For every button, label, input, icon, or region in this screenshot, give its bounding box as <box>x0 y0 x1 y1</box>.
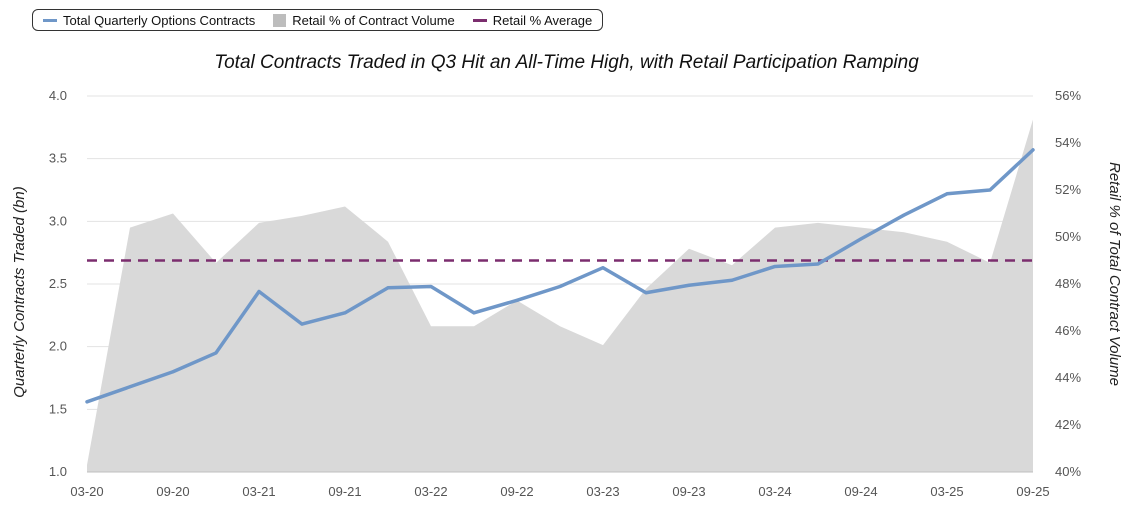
y-axis-label: Quarterly Contracts Traded (bn) <box>11 186 28 397</box>
total-contracts-point <box>343 311 347 315</box>
y2-tick-label: 54% <box>1055 135 1081 150</box>
y-tick-label: 2.5 <box>49 276 67 291</box>
total-contracts-point <box>902 213 906 217</box>
legend-item-retail-pct: Retail % of Contract Volume <box>273 13 455 28</box>
x-tick-label: 03-24 <box>758 484 791 499</box>
x-tick-label: 03-23 <box>586 484 619 499</box>
y-tick-label: 1.5 <box>49 401 67 416</box>
y2-tick-label: 52% <box>1055 182 1081 197</box>
total-contracts-point <box>773 264 777 268</box>
y-tick-label: 1.0 <box>49 464 67 479</box>
legend-swatch-total-contracts <box>43 18 57 22</box>
legend-label-retail-pct: Retail % of Contract Volume <box>292 12 455 28</box>
total-contracts-point <box>816 262 820 266</box>
y2-axis-label: Retail % of Total Contract Volume <box>1106 162 1123 386</box>
x-tick-label: 03-21 <box>242 484 275 499</box>
x-tick-label: 09-23 <box>672 484 705 499</box>
legend-label-retail-avg: Retail % Average <box>492 12 593 28</box>
total-contracts-point <box>214 351 218 355</box>
x-tick-label: 09-21 <box>328 484 361 499</box>
y-tick-label: 4.0 <box>49 88 67 103</box>
legend-item-total-contracts: Total Quarterly Options Contracts <box>43 13 255 28</box>
total-contracts-point <box>128 385 132 389</box>
y2-tick-label: 44% <box>1055 370 1081 385</box>
legend-label-total-contracts: Total Quarterly Options Contracts <box>63 12 256 28</box>
total-contracts-point <box>945 192 949 196</box>
y2-tick-label: 40% <box>1055 464 1081 479</box>
total-contracts-point <box>386 286 390 290</box>
total-contracts-point <box>687 283 691 287</box>
y-tick-label: 2.0 <box>49 339 67 354</box>
total-contracts-point <box>644 291 648 295</box>
chart-legend: Total Quarterly Options Contracts Retail… <box>32 9 604 31</box>
total-contracts-point <box>859 237 863 241</box>
legend-swatch-retail-avg <box>472 18 487 22</box>
total-contracts-point <box>472 311 476 315</box>
legend-swatch-retail-pct <box>273 13 287 27</box>
x-tick-label: 09-20 <box>156 484 189 499</box>
x-tick-label: 09-24 <box>844 484 877 499</box>
total-contracts-point <box>300 322 304 326</box>
x-tick-label: 03-25 <box>930 484 963 499</box>
legend-item-retail-avg: Retail % Average <box>472 12 593 28</box>
retail-pct-area <box>87 119 1033 472</box>
total-contracts-point <box>171 370 175 374</box>
total-contracts-point <box>1031 148 1035 152</box>
total-contracts-point <box>85 400 89 404</box>
total-contracts-point <box>558 285 562 289</box>
total-contracts-point <box>257 290 261 294</box>
x-tick-label: 09-22 <box>500 484 533 499</box>
total-contracts-point <box>515 298 519 302</box>
y2-tick-label: 42% <box>1055 417 1081 432</box>
y2-tick-label: 46% <box>1055 323 1081 338</box>
y-tick-label: 3.5 <box>49 151 67 166</box>
total-contracts-point <box>429 285 433 289</box>
y2-tick-label: 56% <box>1055 88 1081 103</box>
total-contracts-point <box>988 188 992 192</box>
total-contracts-point <box>601 266 605 270</box>
x-tick-label: 03-22 <box>414 484 447 499</box>
total-contracts-point <box>730 278 734 282</box>
x-tick-label: 09-25 <box>1016 484 1049 499</box>
y2-tick-label: 50% <box>1055 229 1081 244</box>
y2-tick-label: 48% <box>1055 276 1081 291</box>
y-tick-label: 3.0 <box>49 213 67 228</box>
x-tick-label: 03-20 <box>70 484 103 499</box>
chart-title: Total Contracts Traded in Q3 Hit an All-… <box>214 52 919 73</box>
